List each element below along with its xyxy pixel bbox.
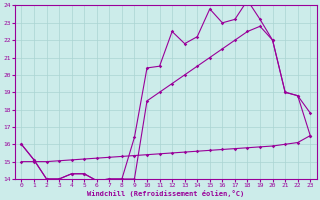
X-axis label: Windchill (Refroidissement éolien,°C): Windchill (Refroidissement éolien,°C) bbox=[87, 190, 244, 197]
